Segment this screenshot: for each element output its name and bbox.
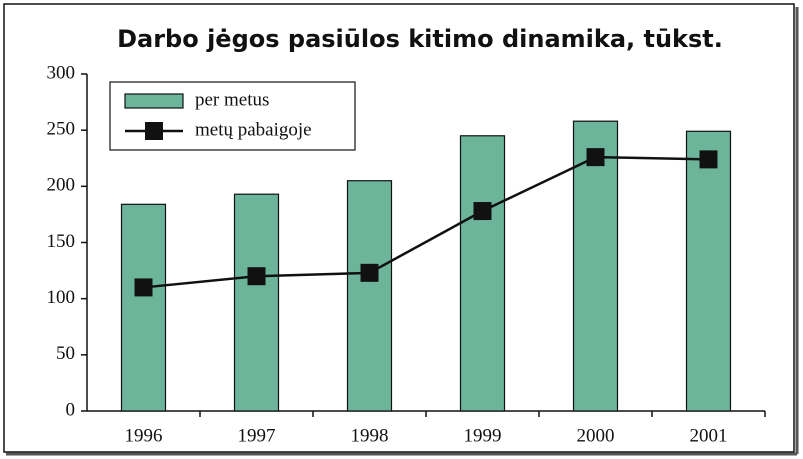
x-tick-label: 1998 bbox=[351, 425, 389, 446]
chart-title: Darbo jėgos pasiūlos kitimo dinamika, tū… bbox=[117, 25, 723, 53]
y-tick-label: 300 bbox=[47, 62, 76, 83]
x-tick-label: 2000 bbox=[577, 425, 615, 446]
marker bbox=[247, 267, 266, 286]
legend-label: metų pabaigoje bbox=[195, 119, 312, 140]
bar bbox=[346, 180, 393, 412]
bar bbox=[572, 120, 619, 412]
marker bbox=[134, 278, 153, 297]
legend-label: per metus bbox=[195, 89, 269, 110]
marker bbox=[586, 148, 605, 167]
marker bbox=[360, 263, 379, 282]
legend-marker bbox=[145, 122, 163, 140]
y-tick-label: 50 bbox=[56, 343, 75, 364]
legend-swatch bbox=[124, 93, 184, 109]
x-tick-label: 2001 bbox=[690, 425, 728, 446]
x-tick-label: 1996 bbox=[125, 425, 163, 446]
bar bbox=[685, 130, 732, 412]
marker bbox=[473, 202, 492, 221]
line bbox=[143, 155, 709, 289]
x-tick-label: 1997 bbox=[238, 425, 276, 446]
y-tick-label: 100 bbox=[47, 287, 76, 308]
bar bbox=[233, 193, 280, 412]
bar bbox=[120, 203, 167, 412]
y-tick-label: 250 bbox=[47, 119, 76, 140]
x-tick-label: 1999 bbox=[464, 425, 502, 446]
marker bbox=[699, 150, 718, 169]
y-tick-label: 0 bbox=[66, 399, 76, 420]
y-tick-label: 200 bbox=[47, 175, 76, 196]
bar bbox=[459, 135, 506, 412]
y-tick-label: 150 bbox=[47, 231, 76, 252]
